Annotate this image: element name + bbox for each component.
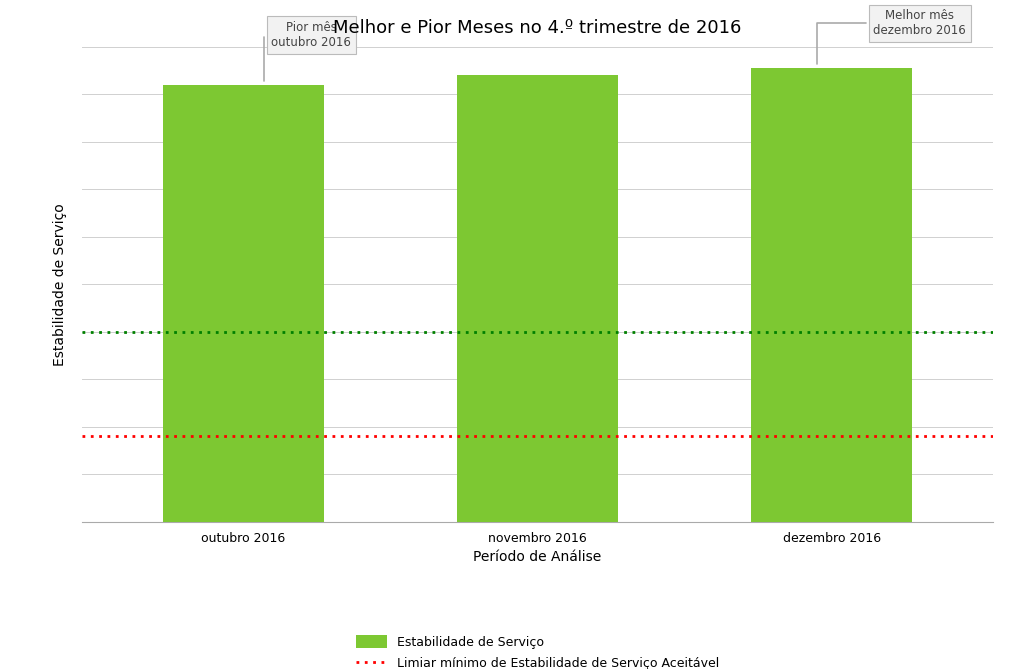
Text: Melhor mês
dezembro 2016: Melhor mês dezembro 2016	[817, 9, 967, 64]
Y-axis label: Estabilidade de Serviço: Estabilidade de Serviço	[52, 203, 67, 366]
Title: Melhor e Pior Meses no 4.º trimestre de 2016: Melhor e Pior Meses no 4.º trimestre de …	[334, 19, 741, 37]
Bar	[457, 76, 618, 522]
Bar	[163, 85, 325, 522]
Bar	[751, 68, 912, 522]
X-axis label: Período de Análise: Período de Análise	[473, 550, 602, 564]
Text: Pior mês
outubro 2016: Pior mês outubro 2016	[264, 21, 351, 81]
Legend: Estabilidade de Serviço, Limiar mínimo de Estabilidade de Serviço Aceitável, Lim: Estabilidade de Serviço, Limiar mínimo d…	[351, 630, 724, 669]
